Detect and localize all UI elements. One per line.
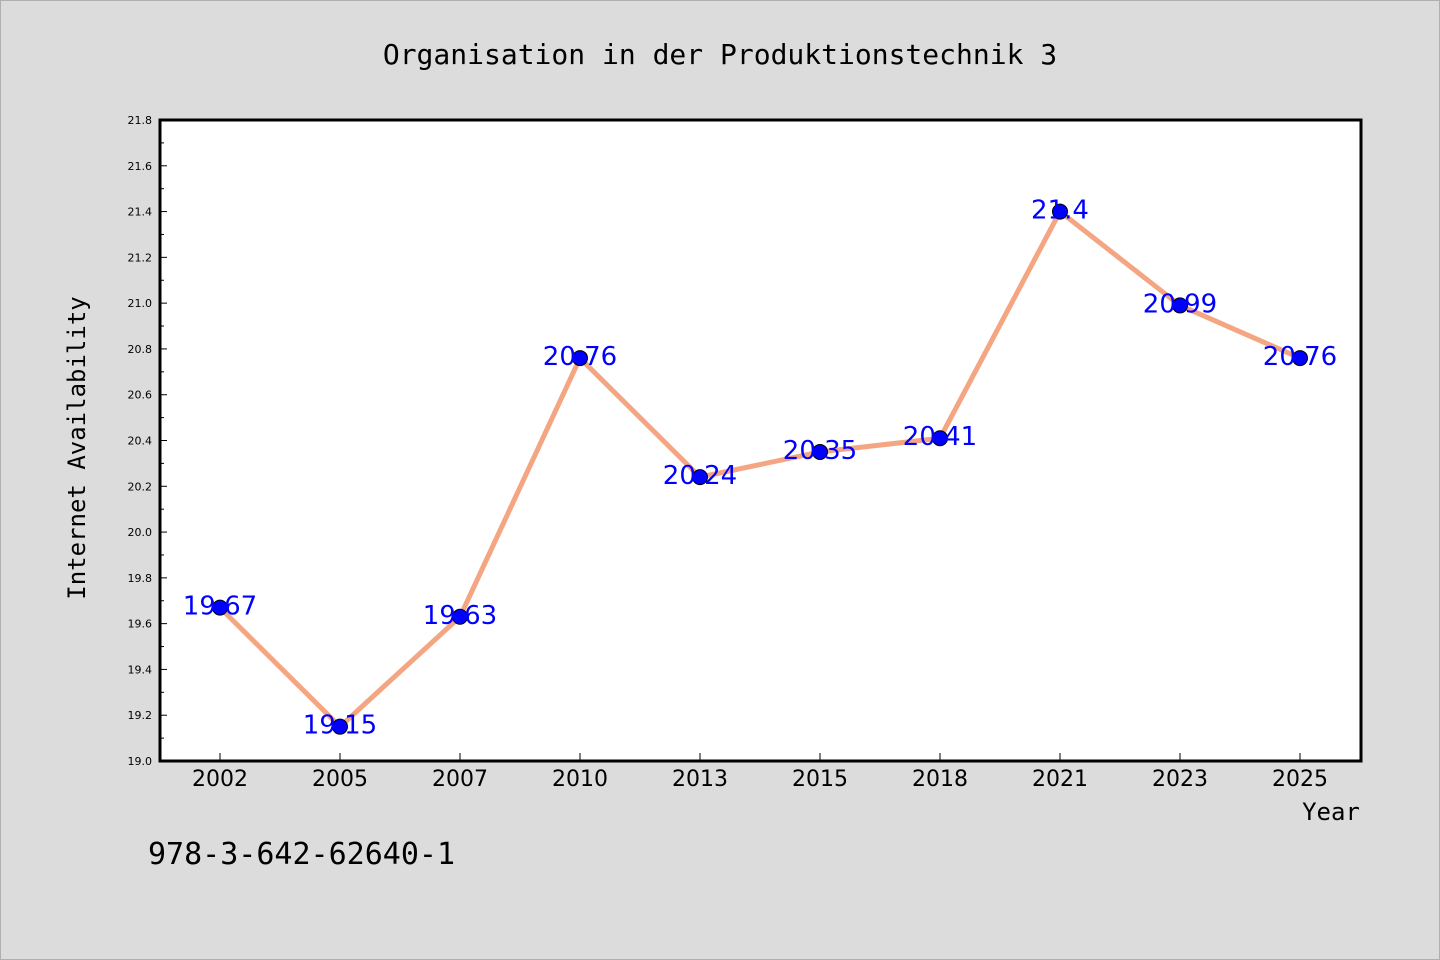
- data-point: [212, 599, 228, 616]
- data-point: [692, 469, 708, 486]
- data-label: 20.76: [1263, 342, 1337, 372]
- y-tick-label: 19.6: [128, 618, 153, 631]
- y-tick-label: 21.4: [128, 206, 153, 219]
- data-point: [812, 443, 828, 460]
- data-labels: 19.67 19.15 19.63 20.76 20.24 20.35 20.41 21.4 2…: [183, 196, 1337, 741]
- data-label: 19.63: [423, 601, 497, 631]
- y-tick-label: 21.6: [128, 160, 153, 173]
- data-label: 20.76: [543, 342, 617, 372]
- series-line: [217, 209, 1303, 730]
- series: [212, 203, 1308, 735]
- y-tick-label: 19.0: [128, 755, 153, 768]
- x-tick-label: 2007: [432, 767, 488, 792]
- y-axis-title: Internet Availability: [63, 296, 91, 599]
- data-label: 19.15: [303, 711, 377, 741]
- x-tick-label: 2025: [1272, 767, 1328, 792]
- plot-area: [158, 118, 1363, 763]
- y-tick-label: 21.8: [128, 114, 153, 127]
- x-tick-label: 2013: [672, 767, 728, 792]
- x-tick-label: 2010: [552, 767, 608, 792]
- data-point: [452, 608, 468, 625]
- x-axis-title: Year: [1302, 798, 1360, 826]
- data-point: [572, 350, 588, 367]
- footnote: 978-3-642-62640-1: [148, 837, 455, 872]
- data-label: 20.24: [663, 461, 737, 491]
- y-tick-label: 19.2: [128, 709, 153, 722]
- x-tick-label: 2021: [1032, 767, 1088, 792]
- data-label: 19.67: [183, 592, 257, 622]
- data-point: [1052, 203, 1068, 220]
- data-label: 20.35: [783, 436, 857, 466]
- y-tick-label: 21.2: [128, 251, 153, 264]
- x-tick-label: 2023: [1152, 767, 1208, 792]
- data-point: [932, 430, 948, 447]
- x-tick-label: 2005: [312, 767, 368, 792]
- data-point: [1172, 297, 1188, 314]
- chart-title: Organisation in der Produktionstechnik 3: [383, 38, 1057, 71]
- y-tick-label: 19.4: [128, 663, 153, 676]
- x-tick-label: 2015: [792, 767, 848, 792]
- x-axis: 2002 2005 2007 2010 2013 2015 2018 2021 2023 2025: [192, 753, 1328, 792]
- x-tick-label: 2018: [912, 767, 968, 792]
- y-tick-label: 20.0: [128, 526, 153, 539]
- y-axis: 19.0 19.2 19.4 19.6 19.8 20.0 20.2 20.4 20.6 20.8…: [128, 114, 167, 768]
- data-point: [1292, 350, 1308, 367]
- y-tick-label: 20.6: [128, 389, 153, 402]
- y-tick-label: 20.8: [128, 343, 153, 356]
- data-label: 21.4: [1031, 196, 1089, 226]
- y-tick-label: 20.2: [128, 480, 153, 493]
- data-label: 20.41: [903, 422, 977, 452]
- y-tick-label: 20.4: [128, 435, 153, 448]
- y-tick-label: 21.0: [128, 297, 153, 310]
- x-tick-label: 2002: [192, 767, 248, 792]
- data-point: [332, 718, 348, 735]
- data-label: 20.99: [1143, 289, 1217, 319]
- y-tick-label: 19.8: [128, 572, 153, 585]
